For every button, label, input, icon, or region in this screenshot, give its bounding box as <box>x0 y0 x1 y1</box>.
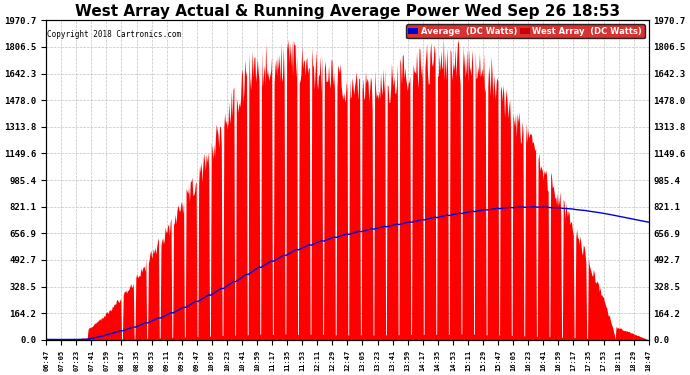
Text: Copyright 2018 Cartronics.com: Copyright 2018 Cartronics.com <box>48 30 181 39</box>
Legend: Average  (DC Watts), West Array  (DC Watts): Average (DC Watts), West Array (DC Watts… <box>406 24 644 39</box>
Title: West Array Actual & Running Average Power Wed Sep 26 18:53: West Array Actual & Running Average Powe… <box>75 4 620 19</box>
